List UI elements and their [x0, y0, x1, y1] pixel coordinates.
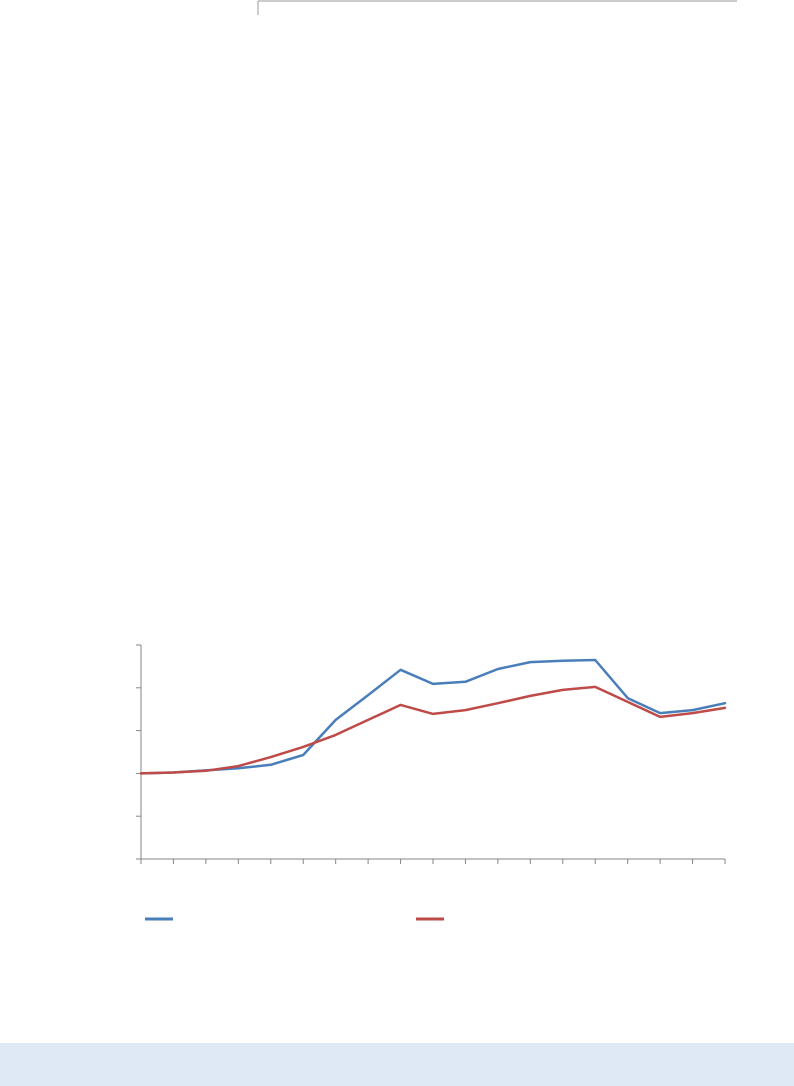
footer-band: [0, 1043, 794, 1086]
series-line: [139, 685, 727, 775]
series-line: [139, 658, 727, 775]
